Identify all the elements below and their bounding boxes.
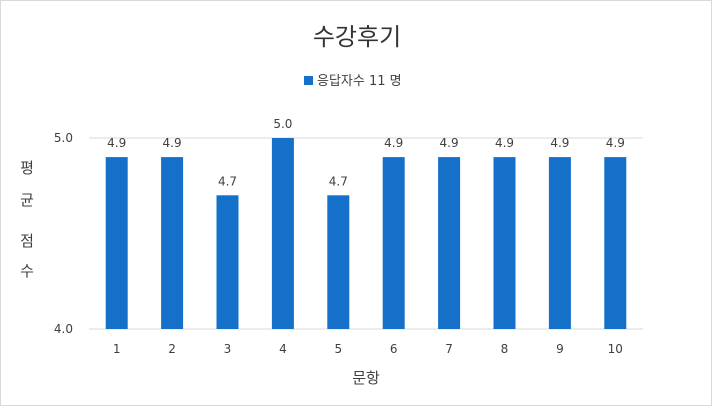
data-label: 4.9	[440, 136, 459, 150]
bar	[216, 195, 239, 329]
data-label: 4.9	[550, 136, 569, 150]
x-axis-title: 문항	[352, 369, 380, 387]
data-label: 4.7	[329, 174, 348, 188]
data-label: 4.9	[606, 136, 625, 150]
legend-swatch	[304, 76, 313, 85]
y-axis-title-char: 수	[20, 262, 34, 280]
chart-title: 수강후기	[313, 23, 401, 51]
y-axis-title-char: 균	[20, 191, 34, 209]
x-tick-label: 4	[279, 342, 287, 356]
x-tick-label: 1	[113, 342, 121, 356]
bar	[161, 157, 184, 329]
legend-label: 응답자수 11 명	[317, 74, 402, 89]
y-axis-title: 평 균 점 수	[20, 159, 34, 280]
data-label: 5.0	[273, 117, 292, 131]
y-tick-label: 5.0	[54, 131, 73, 145]
x-tick-label: 2	[168, 342, 176, 356]
x-tick-label: 7	[445, 342, 453, 356]
bar	[327, 195, 350, 329]
data-label: 4.9	[163, 136, 182, 150]
data-labels: 4.9 4.9 4.7 5.0 4.7 4.9 4.9 4.9 4.9 4.9	[107, 117, 625, 188]
y-tick-label: 4.0	[54, 322, 73, 336]
y-axis-title-char: 점	[20, 232, 34, 250]
bar	[604, 157, 627, 329]
bar	[548, 157, 571, 329]
bar	[493, 157, 516, 329]
x-tick-label: 9	[556, 342, 564, 356]
x-tick-label: 3	[224, 342, 232, 356]
bar	[438, 157, 461, 329]
bars	[105, 138, 627, 329]
y-tick-labels: 4.0 5.0	[54, 131, 73, 336]
data-label: 4.7	[218, 174, 237, 188]
bar	[105, 157, 128, 329]
data-label: 4.9	[495, 136, 514, 150]
bar	[271, 138, 294, 329]
bar	[382, 157, 405, 329]
x-tick-label: 6	[390, 342, 398, 356]
legend: 응답자수 11 명	[304, 74, 402, 89]
x-tick-label: 5	[334, 342, 342, 356]
y-axis-title-char: 평	[20, 159, 34, 177]
x-tick-label: 10	[608, 342, 623, 356]
x-tick-label: 8	[501, 342, 509, 356]
data-label: 4.9	[384, 136, 403, 150]
data-label: 4.9	[107, 136, 126, 150]
x-tick-labels: 1 2 3 4 5 6 7 8 9 10	[113, 342, 623, 356]
